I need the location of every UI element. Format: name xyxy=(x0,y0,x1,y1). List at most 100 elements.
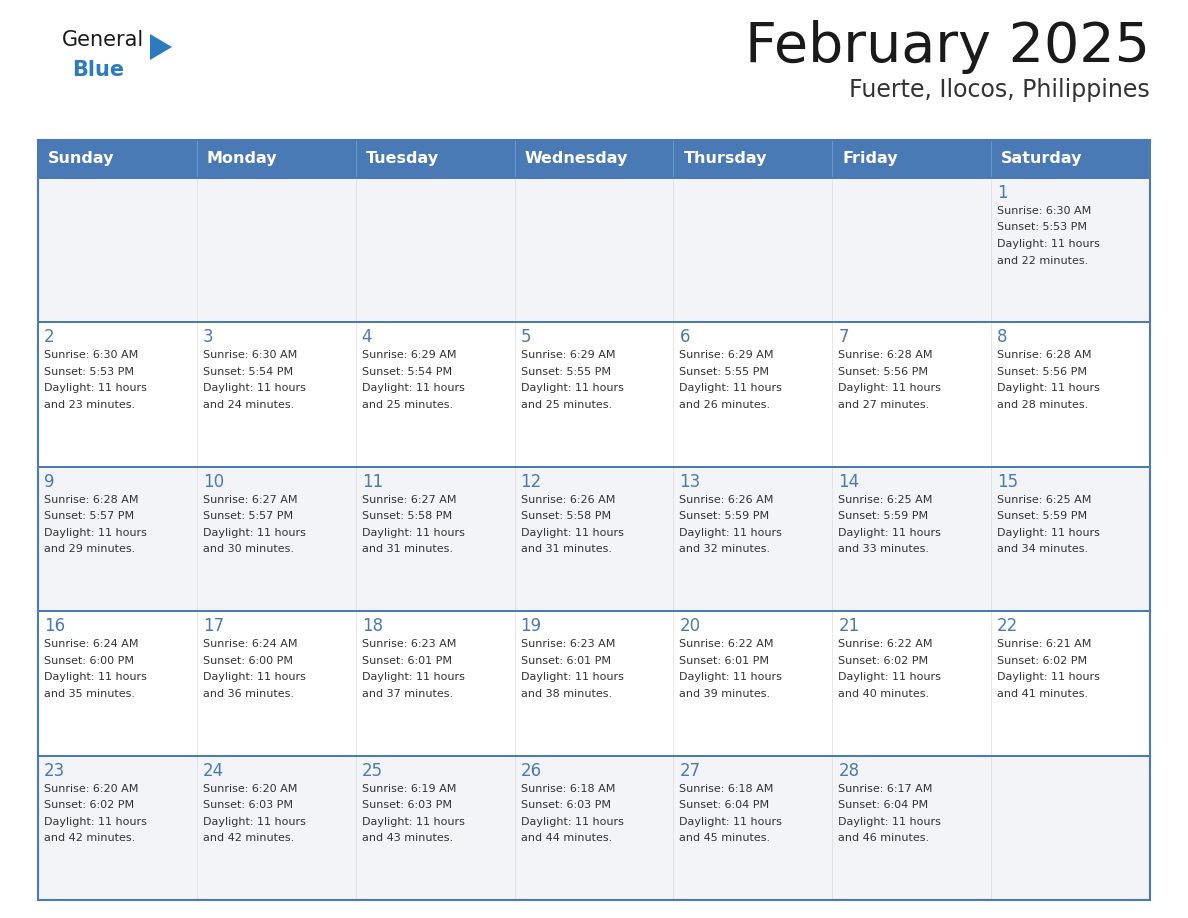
Text: 1: 1 xyxy=(997,184,1007,202)
Text: Sunday: Sunday xyxy=(48,151,114,166)
Text: Sunrise: 6:24 AM: Sunrise: 6:24 AM xyxy=(203,639,297,649)
Bar xyxy=(674,178,833,322)
Bar xyxy=(514,611,674,756)
Bar xyxy=(674,140,833,178)
Text: 16: 16 xyxy=(44,617,65,635)
Text: Sunrise: 6:28 AM: Sunrise: 6:28 AM xyxy=(44,495,139,505)
Bar xyxy=(38,466,197,611)
Text: and 31 minutes.: and 31 minutes. xyxy=(361,544,453,554)
Text: 3: 3 xyxy=(203,329,214,346)
Text: Daylight: 11 hours: Daylight: 11 hours xyxy=(520,817,624,826)
Text: Sunrise: 6:30 AM: Sunrise: 6:30 AM xyxy=(203,351,297,361)
Text: Daylight: 11 hours: Daylight: 11 hours xyxy=(680,528,783,538)
Text: Sunrise: 6:29 AM: Sunrise: 6:29 AM xyxy=(361,351,456,361)
Text: and 25 minutes.: and 25 minutes. xyxy=(520,400,612,410)
Text: Blue: Blue xyxy=(72,60,124,80)
Text: Sunrise: 6:18 AM: Sunrise: 6:18 AM xyxy=(520,784,615,793)
Text: Sunrise: 6:26 AM: Sunrise: 6:26 AM xyxy=(520,495,615,505)
Text: and 44 minutes.: and 44 minutes. xyxy=(520,834,612,843)
Text: and 36 minutes.: and 36 minutes. xyxy=(203,688,293,699)
Text: Sunrise: 6:29 AM: Sunrise: 6:29 AM xyxy=(520,351,615,361)
Text: Sunrise: 6:18 AM: Sunrise: 6:18 AM xyxy=(680,784,773,793)
Text: Sunset: 6:04 PM: Sunset: 6:04 PM xyxy=(680,800,770,810)
Text: Daylight: 11 hours: Daylight: 11 hours xyxy=(520,384,624,394)
Text: and 37 minutes.: and 37 minutes. xyxy=(361,688,453,699)
Text: Monday: Monday xyxy=(207,151,278,166)
Bar xyxy=(991,466,1150,611)
Text: Sunset: 5:59 PM: Sunset: 5:59 PM xyxy=(839,511,928,521)
Text: and 30 minutes.: and 30 minutes. xyxy=(203,544,293,554)
Text: February 2025: February 2025 xyxy=(745,20,1150,74)
Bar xyxy=(833,140,991,178)
Text: Sunrise: 6:30 AM: Sunrise: 6:30 AM xyxy=(44,351,138,361)
Text: Daylight: 11 hours: Daylight: 11 hours xyxy=(44,384,147,394)
Bar xyxy=(991,322,1150,466)
Text: and 22 minutes.: and 22 minutes. xyxy=(997,255,1088,265)
Text: Daylight: 11 hours: Daylight: 11 hours xyxy=(361,528,465,538)
Text: Tuesday: Tuesday xyxy=(366,151,438,166)
Text: Sunrise: 6:21 AM: Sunrise: 6:21 AM xyxy=(997,639,1092,649)
Text: and 46 minutes.: and 46 minutes. xyxy=(839,834,929,843)
Bar xyxy=(833,756,991,900)
Bar xyxy=(514,140,674,178)
Text: and 45 minutes.: and 45 minutes. xyxy=(680,834,771,843)
Text: 12: 12 xyxy=(520,473,542,491)
Bar xyxy=(674,611,833,756)
Text: Daylight: 11 hours: Daylight: 11 hours xyxy=(361,672,465,682)
Text: Sunrise: 6:22 AM: Sunrise: 6:22 AM xyxy=(680,639,773,649)
Bar xyxy=(674,466,833,611)
Text: Sunrise: 6:27 AM: Sunrise: 6:27 AM xyxy=(361,495,456,505)
Bar xyxy=(674,756,833,900)
Text: 11: 11 xyxy=(361,473,383,491)
Text: Sunrise: 6:25 AM: Sunrise: 6:25 AM xyxy=(997,495,1092,505)
Text: Daylight: 11 hours: Daylight: 11 hours xyxy=(680,384,783,394)
Text: 19: 19 xyxy=(520,617,542,635)
Text: Sunrise: 6:26 AM: Sunrise: 6:26 AM xyxy=(680,495,773,505)
Text: Daylight: 11 hours: Daylight: 11 hours xyxy=(839,817,941,826)
Text: and 27 minutes.: and 27 minutes. xyxy=(839,400,929,410)
Bar xyxy=(514,322,674,466)
Text: Sunset: 5:56 PM: Sunset: 5:56 PM xyxy=(839,367,928,377)
Text: Daylight: 11 hours: Daylight: 11 hours xyxy=(839,528,941,538)
Text: and 32 minutes.: and 32 minutes. xyxy=(680,544,771,554)
Text: and 25 minutes.: and 25 minutes. xyxy=(361,400,453,410)
Text: Sunset: 5:55 PM: Sunset: 5:55 PM xyxy=(680,367,770,377)
Text: Daylight: 11 hours: Daylight: 11 hours xyxy=(203,384,305,394)
Bar xyxy=(991,178,1150,322)
Text: and 38 minutes.: and 38 minutes. xyxy=(520,688,612,699)
Bar xyxy=(833,322,991,466)
Bar xyxy=(197,756,355,900)
Text: and 23 minutes.: and 23 minutes. xyxy=(44,400,135,410)
Text: 18: 18 xyxy=(361,617,383,635)
Bar xyxy=(197,611,355,756)
Text: Daylight: 11 hours: Daylight: 11 hours xyxy=(203,528,305,538)
Text: and 31 minutes.: and 31 minutes. xyxy=(520,544,612,554)
Text: 5: 5 xyxy=(520,329,531,346)
Text: Sunset: 5:58 PM: Sunset: 5:58 PM xyxy=(520,511,611,521)
Text: Daylight: 11 hours: Daylight: 11 hours xyxy=(997,384,1100,394)
Text: Daylight: 11 hours: Daylight: 11 hours xyxy=(361,384,465,394)
Text: Sunset: 5:56 PM: Sunset: 5:56 PM xyxy=(997,367,1087,377)
Bar xyxy=(833,466,991,611)
Text: 28: 28 xyxy=(839,762,859,779)
Text: Sunrise: 6:17 AM: Sunrise: 6:17 AM xyxy=(839,784,933,793)
Text: 13: 13 xyxy=(680,473,701,491)
Text: 22: 22 xyxy=(997,617,1018,635)
Text: 2: 2 xyxy=(44,329,55,346)
Text: Sunrise: 6:25 AM: Sunrise: 6:25 AM xyxy=(839,495,933,505)
Text: Sunset: 6:01 PM: Sunset: 6:01 PM xyxy=(680,655,770,666)
Text: Sunrise: 6:29 AM: Sunrise: 6:29 AM xyxy=(680,351,773,361)
Bar xyxy=(991,611,1150,756)
Text: Sunset: 5:58 PM: Sunset: 5:58 PM xyxy=(361,511,451,521)
Bar xyxy=(197,322,355,466)
Text: Sunset: 6:00 PM: Sunset: 6:00 PM xyxy=(203,655,293,666)
Text: Sunrise: 6:19 AM: Sunrise: 6:19 AM xyxy=(361,784,456,793)
Text: Sunrise: 6:20 AM: Sunrise: 6:20 AM xyxy=(203,784,297,793)
Text: Daylight: 11 hours: Daylight: 11 hours xyxy=(520,528,624,538)
Text: Sunrise: 6:28 AM: Sunrise: 6:28 AM xyxy=(839,351,933,361)
Text: and 42 minutes.: and 42 minutes. xyxy=(44,834,135,843)
Text: 7: 7 xyxy=(839,329,848,346)
Text: and 29 minutes.: and 29 minutes. xyxy=(44,544,135,554)
Bar xyxy=(833,611,991,756)
Text: Daylight: 11 hours: Daylight: 11 hours xyxy=(839,672,941,682)
